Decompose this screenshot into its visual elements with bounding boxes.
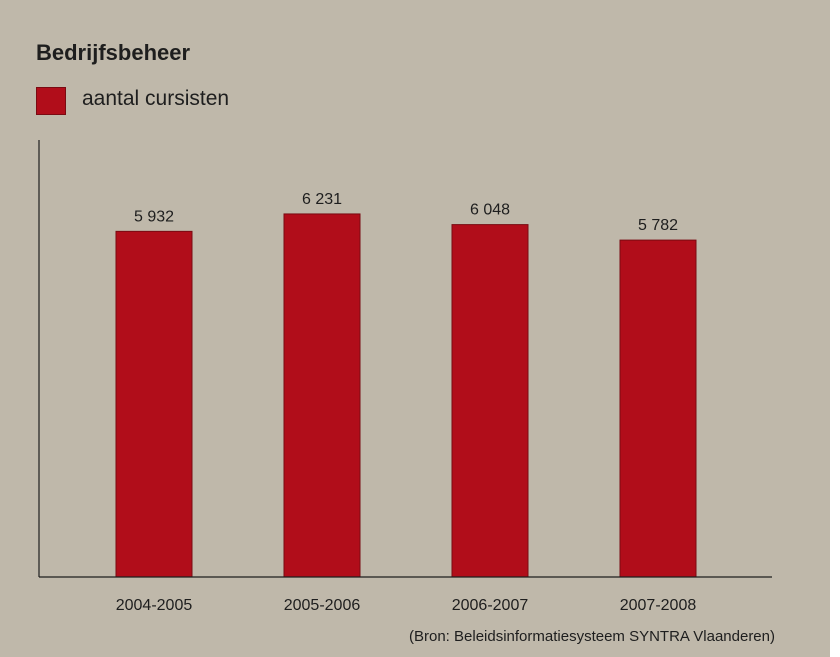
value-label-2007-2008: 5 782 xyxy=(638,217,678,234)
x-tick-label-2007-2008: 2007-2008 xyxy=(620,597,697,614)
value-label-2006-2007: 6 048 xyxy=(470,202,510,219)
x-tick-label-2006-2007: 2006-2007 xyxy=(452,597,529,614)
x-tick-label-2005-2006: 2005-2006 xyxy=(284,597,361,614)
bar-2006-2007 xyxy=(451,224,529,578)
value-label-2005-2006: 6 231 xyxy=(302,191,342,208)
bar-2007-2008 xyxy=(619,239,697,578)
value-label-2004-2005: 5 932 xyxy=(134,208,174,225)
chart-title: Bedrijfsbeheer xyxy=(36,40,191,65)
bar-2004-2005 xyxy=(115,230,193,578)
x-tick-label-2004-2005: 2004-2005 xyxy=(116,597,193,614)
bar-2005-2006 xyxy=(283,213,361,578)
legend-label: aantal cursisten xyxy=(82,87,230,110)
source-note: (Bron: Beleidsinformatiesysteem SYNTRA V… xyxy=(409,628,775,645)
legend-swatch xyxy=(36,87,66,115)
